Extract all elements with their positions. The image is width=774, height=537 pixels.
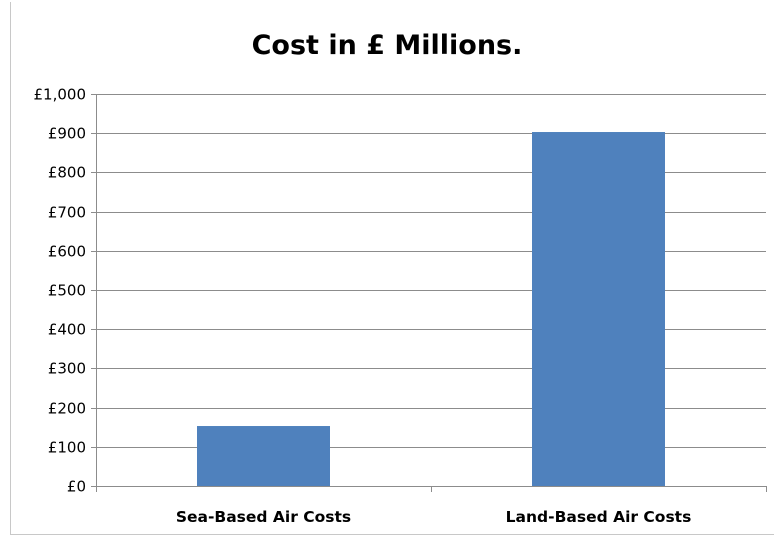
y-tick-label: £900 (48, 125, 86, 143)
chart-title: Cost in £ Millions. (251, 30, 523, 61)
y-tick-label: £1,000 (34, 86, 87, 104)
bar-1 (197, 426, 330, 486)
x-category-label: Land-Based Air Costs (506, 508, 692, 526)
y-tick-label: £600 (48, 243, 86, 261)
y-tick-label: £300 (48, 360, 86, 378)
y-tick-label: £700 (48, 204, 86, 222)
x-category-label: Sea-Based Air Costs (176, 508, 351, 526)
y-tick-label: £800 (48, 164, 86, 182)
y-tick-label: £500 (48, 282, 86, 300)
gridlines (96, 94, 766, 448)
bar-2 (532, 132, 665, 487)
y-tick-label: £200 (48, 400, 86, 418)
y-tick-label: £0 (67, 478, 86, 496)
y-tick-label: £100 (48, 439, 86, 457)
axes (91, 94, 767, 492)
labels: £0 £100 £200 £300 £400 £500 £600 £700 £800 £900 £1… (34, 86, 692, 527)
y-tick-label: £400 (48, 321, 86, 339)
bars (197, 132, 665, 487)
